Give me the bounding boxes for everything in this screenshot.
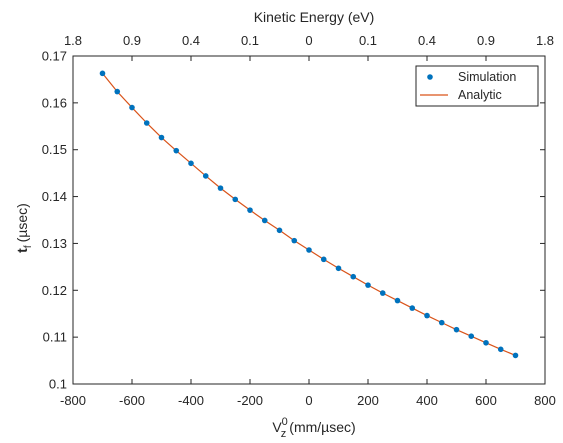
y-tick-label: 0.15: [42, 142, 67, 157]
simulation-point: [335, 265, 342, 272]
axes-box: [72, 55, 546, 385]
simulation-point: [424, 312, 430, 319]
plot-area: [99, 70, 519, 359]
axes-frame: [72, 55, 546, 385]
top-x-axis-title: Kinetic Energy (eV): [254, 9, 375, 25]
y-tick-label: 0.17: [42, 49, 67, 64]
simulation-point: [438, 319, 445, 326]
top-x-tick-label: 0.1: [359, 33, 377, 48]
simulation-point: [365, 282, 371, 288]
simulation-point: [202, 173, 209, 179]
y-axis-title-base: t: [14, 248, 30, 253]
simulation-point: [158, 134, 165, 141]
top-x-tick-label: 0.4: [182, 33, 200, 48]
top-x-tick-label: 1.8: [536, 33, 554, 48]
y-tick-label: 0.1: [49, 377, 67, 392]
simulation-point: [483, 339, 489, 346]
simulation-point: [276, 227, 283, 234]
x-tick-label: 200: [357, 393, 379, 408]
x-axis-title: V0 z (mm/µsec): [272, 416, 355, 438]
top-x-tick-label: 0.1: [241, 33, 259, 48]
simulation-point: [350, 273, 357, 280]
y-axis-title: tf (µsec): [14, 203, 34, 253]
simulation-point: [409, 305, 416, 311]
x-tick-label: 0: [305, 393, 312, 408]
simulation-point: [232, 196, 239, 203]
simulation-point: [512, 352, 519, 359]
y-axis-title-subscript: f: [23, 245, 34, 248]
simulation-point: [261, 217, 268, 224]
bottom-x-ticks: -800 -600 -400 -200 0 200 400 600 800: [60, 56, 556, 408]
x-axis-title-unit: (mm/µsec): [289, 419, 355, 435]
top-x-tick-label: 0.9: [477, 33, 495, 48]
x-tick-label: -200: [237, 393, 263, 408]
simulation-point: [188, 160, 194, 167]
y-ticks: 0.1 0.11 0.12 0.13 0.14 0.15 0.16 0.17: [42, 49, 545, 392]
legend: Simulation Analytic: [415, 65, 539, 107]
simulation-point: [379, 290, 386, 296]
simulation-point: [173, 147, 180, 154]
x-tick-label: 600: [475, 393, 497, 408]
simulation-point: [99, 70, 106, 77]
y-axis-title-unit: (µsec): [14, 203, 30, 242]
simulation-point: [497, 346, 504, 353]
y-tick-label: 0.14: [42, 189, 67, 204]
simulation-point: [320, 256, 327, 263]
simulation-point: [217, 185, 224, 191]
simulation-point: [291, 237, 298, 244]
simulation-point: [143, 120, 150, 126]
simulation-point: [247, 207, 253, 213]
x-axis-title-superscript: 0: [282, 416, 288, 428]
x-axis-title-base: V: [272, 419, 282, 435]
simulation-point: [394, 297, 401, 304]
y-tick-label: 0.16: [42, 95, 67, 110]
top-x-tick-label: 0.4: [418, 33, 436, 48]
x-tick-label: -800: [60, 393, 86, 408]
legend-simulation-label: Simulation: [458, 70, 516, 84]
x-tick-label: 800: [534, 393, 556, 408]
simulation-point: [468, 333, 475, 340]
y-tick-label: 0.13: [42, 236, 67, 251]
top-x-tick-label: 0: [305, 33, 312, 48]
x-tick-label: -600: [119, 393, 145, 408]
x-axis-title-subscript: z: [281, 428, 287, 438]
simulation-point: [129, 104, 135, 111]
x-tick-label: 400: [416, 393, 438, 408]
simulation-point: [453, 326, 460, 333]
x-tick-label: -400: [178, 393, 204, 408]
simulation-point: [306, 247, 312, 253]
simulation-point: [114, 88, 121, 95]
top-x-tick-label: 0.9: [123, 33, 141, 48]
y-tick-label: 0.12: [42, 283, 67, 298]
legend-box: [415, 65, 539, 107]
legend-simulation-marker: [427, 74, 433, 80]
legend-analytic-label: Analytic: [458, 88, 502, 102]
top-x-ticks: 1.8 0.9 0.4 0.1 0 0.1 0.4 0.9 1.8: [64, 33, 554, 48]
y-tick-label: 0.11: [43, 330, 67, 345]
top-x-tick-label: 1.8: [64, 33, 82, 48]
